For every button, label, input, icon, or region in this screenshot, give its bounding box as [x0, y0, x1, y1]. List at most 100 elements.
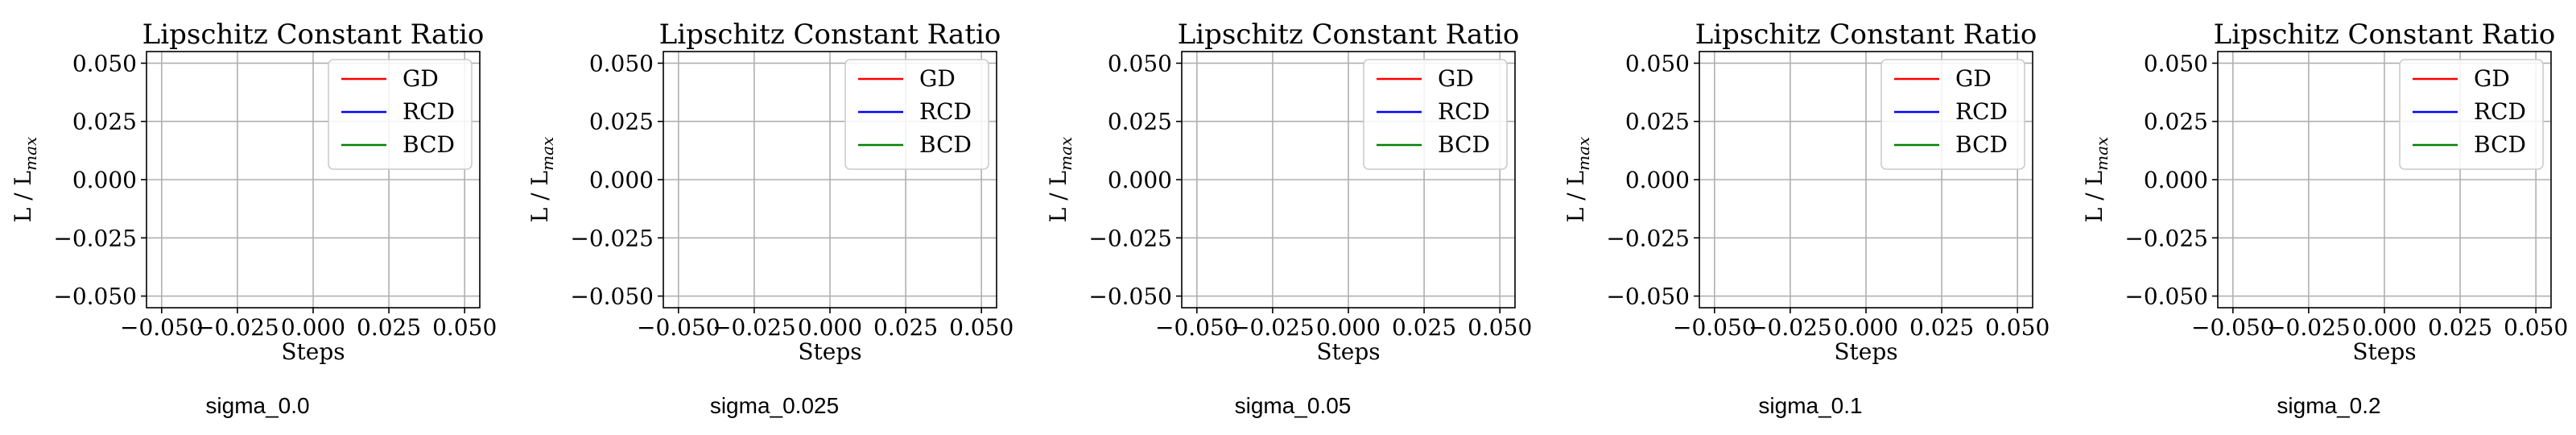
y-tick-label: −0.025: [1606, 225, 1690, 251]
y-tick-label: −0.050: [2124, 284, 2208, 310]
y-tick-label: −0.025: [570, 225, 654, 251]
x-tick-label: 0.000: [798, 314, 862, 341]
y-axis-label-main: L / L: [526, 171, 553, 222]
x-tick-label: 0.050: [2504, 314, 2568, 341]
y-tick-label: 0.000: [589, 167, 654, 193]
legend-label: RCD: [919, 98, 972, 125]
y-tick-label: 0.025: [589, 109, 654, 135]
x-tick-label: −0.050: [637, 314, 720, 341]
y-axis-label-main: L / L: [10, 171, 36, 222]
y-tick-label: −0.050: [53, 284, 137, 310]
y-axis-label-subscript: max: [1574, 137, 1593, 171]
y-tick-label: −0.050: [1606, 284, 1690, 310]
legend-label: GD: [402, 65, 439, 92]
legend-label: RCD: [2474, 98, 2526, 125]
chart-panel: −0.050 −0.025 0.000 0.025 0.050 0.050 0.025 0.0…: [1553, 0, 2068, 435]
chart-caption: sigma_0.1: [1758, 393, 1863, 418]
y-axis-label-subscript: max: [21, 137, 40, 171]
x-tick-label: 0.025: [873, 314, 938, 341]
x-tick-label: 0.050: [949, 314, 1013, 341]
y-axis-label-subscript: max: [538, 137, 557, 171]
chart-caption: sigma_0.05: [1234, 393, 1352, 418]
chart-title: Lipschitz Constant Ratio: [2214, 19, 2556, 51]
x-tick-label: 0.000: [2352, 314, 2417, 341]
x-tick-label: −0.050: [2191, 314, 2275, 341]
y-tick-label: −0.025: [53, 225, 137, 251]
legend: GD RCD BCD: [1363, 59, 1508, 170]
legend-label: GD: [1955, 65, 1992, 92]
chart-panel: −0.050 −0.025 0.000 0.025 0.050 0.050 0.025 0.0…: [517, 0, 1032, 435]
legend-label: BCD: [919, 131, 972, 158]
y-tick-label: 0.000: [1108, 167, 1172, 193]
legend: GD RCD BCD: [2399, 59, 2544, 170]
x-tick-label: 0.050: [432, 314, 497, 341]
y-axis-label: L / Lmax: [2081, 137, 2112, 223]
x-tick-label: 0.000: [1834, 314, 1898, 341]
x-tick-label: −0.050: [1673, 314, 1757, 341]
legend-label: BCD: [402, 131, 455, 158]
legend-box: [844, 59, 989, 170]
chart-title: Lipschitz Constant Ratio: [1695, 19, 2037, 51]
y-tick-label: 0.050: [589, 50, 654, 77]
x-tick-label: 0.050: [1468, 314, 1532, 341]
y-tick-label: −0.025: [1088, 225, 1172, 251]
y-tick-label: 0.025: [2144, 109, 2208, 135]
x-tick-label: −0.050: [120, 314, 204, 341]
chart-caption: sigma_0.025: [709, 393, 840, 418]
legend: GD RCD BCD: [328, 59, 473, 170]
x-tick-label: 0.025: [1909, 314, 1974, 341]
chart-title: Lipschitz Constant Ratio: [659, 19, 1001, 51]
y-tick-label: −0.025: [2124, 225, 2208, 251]
y-tick-label: 0.025: [1625, 109, 1690, 135]
chart-svg: −0.050−0.025 0.000 0.025 0.0500.0500.0250.0…: [10, 19, 497, 365]
x-tick-label: 0.025: [2428, 314, 2492, 341]
y-tick-label: −0.050: [570, 284, 654, 310]
x-tick-label: −0.025: [196, 314, 279, 341]
y-tick-label: −0.050: [1088, 284, 1172, 310]
chart-panel: −0.050 −0.025 0.000 0.025 0.050 0.050 0.025 0.0…: [2071, 0, 2576, 435]
y-tick-label: 0.050: [72, 50, 137, 77]
y-axis-label-subscript: max: [2092, 137, 2112, 171]
legend-label: GD: [2474, 65, 2510, 92]
y-tick-label: 0.050: [2144, 50, 2208, 77]
legend-box: [328, 59, 473, 170]
x-axis-label: Steps: [798, 338, 861, 365]
legend-label: BCD: [2474, 131, 2526, 158]
y-tick-label: 0.050: [1108, 50, 1172, 77]
chart-panel: −0.050 −0.025 0.000 0.025 0.050 0.050 0.025 0.0…: [0, 0, 515, 435]
legend-label: GD: [1438, 65, 1474, 92]
legend-box: [1880, 59, 2025, 170]
y-tick-label: 0.000: [1625, 167, 1690, 193]
y-axis-label-main: L / L: [1563, 171, 1589, 222]
x-tick-label: −0.025: [1231, 314, 1315, 341]
y-axis-label: L / Lmax: [1045, 137, 1075, 223]
x-tick-label: −0.050: [1155, 314, 1239, 341]
legend-label: RCD: [1955, 98, 2008, 125]
legend-label: BCD: [1438, 131, 1490, 158]
chart-svg: −0.050−0.025 0.000 0.025 0.0500.0500.0250.0…: [526, 19, 1013, 365]
y-tick-label: 0.050: [1625, 50, 1690, 77]
chart-caption: sigma_0.2: [2277, 393, 2381, 418]
legend-box: [2399, 59, 2544, 170]
legend-box: [1363, 59, 1508, 170]
x-tick-label: 0.050: [1985, 314, 2050, 341]
y-tick-label: 0.025: [72, 109, 137, 135]
x-tick-label: 0.000: [281, 314, 345, 341]
chart-caption: sigma_0.0: [205, 393, 310, 418]
x-tick-label: −0.025: [712, 314, 796, 341]
legend-label: GD: [919, 65, 956, 92]
y-axis-label: L / Lmax: [1563, 137, 1593, 223]
y-axis-label-subscript: max: [1056, 137, 1075, 171]
x-tick-label: −0.025: [1748, 314, 1832, 341]
chart-svg: −0.050−0.025 0.000 0.025 0.0500.0500.0250.0…: [1045, 19, 1532, 365]
chart-title: Lipschitz Constant Ratio: [142, 19, 485, 51]
y-axis-label: L / Lmax: [10, 137, 40, 223]
y-axis-label-main: L / L: [2081, 171, 2107, 222]
y-tick-label: 0.000: [2144, 167, 2208, 193]
legend-label: RCD: [402, 98, 455, 125]
x-axis-label: Steps: [1834, 338, 1897, 365]
y-tick-label: 0.000: [72, 167, 137, 193]
x-axis-label: Steps: [281, 338, 345, 365]
legend-label: RCD: [1438, 98, 1490, 125]
